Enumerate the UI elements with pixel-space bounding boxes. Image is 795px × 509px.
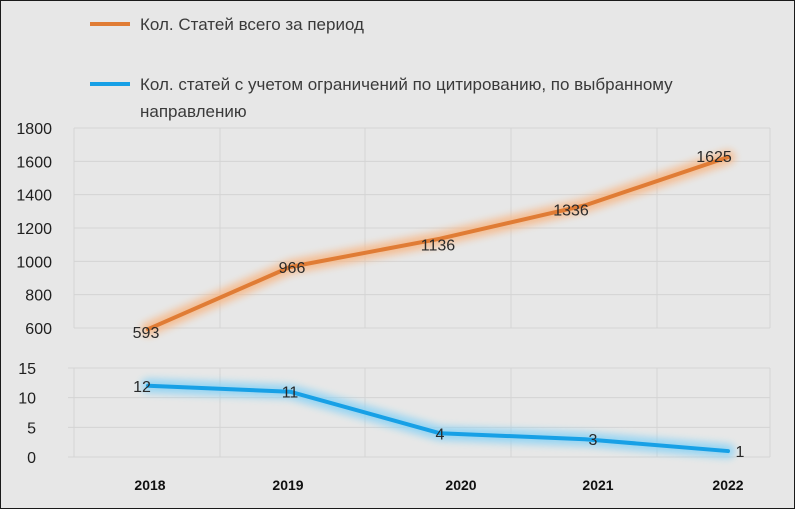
data-label: 1625 xyxy=(696,149,732,166)
legend-label-total-articles: Кол. Статей всего за период xyxy=(140,15,364,34)
upper-panel-gridlines xyxy=(73,127,771,329)
data-point xyxy=(726,449,730,453)
data-point xyxy=(438,431,442,435)
y-tick-label: 1400 xyxy=(16,188,52,205)
data-point xyxy=(726,155,730,159)
data-point xyxy=(288,390,292,394)
y-tick-label: 800 xyxy=(25,288,52,305)
series-total-articles: 593 966 1136 1336 1625 xyxy=(133,149,735,342)
data-point xyxy=(146,327,150,331)
lower-panel-gridlines xyxy=(68,367,771,458)
data-label: 3 xyxy=(589,432,598,449)
data-point xyxy=(438,237,442,241)
data-label: 1 xyxy=(736,444,745,461)
y-tick-label: 15 xyxy=(18,361,36,378)
data-label: 593 xyxy=(133,325,160,342)
x-tick-label: 2020 xyxy=(445,477,476,493)
data-label: 1336 xyxy=(553,202,589,219)
legend: Кол. Статей всего за период Кол. статей … xyxy=(90,15,673,121)
y-tick-label: 1600 xyxy=(16,154,52,171)
data-label: 966 xyxy=(279,260,306,277)
x-axis: 2018 2019 2020 2021 2022 xyxy=(134,477,743,493)
upper-panel-y-axis: 600 800 1000 1200 1400 1600 1800 xyxy=(16,121,52,338)
data-point xyxy=(288,265,292,269)
x-tick-label: 2021 xyxy=(582,477,613,493)
x-tick-label: 2022 xyxy=(712,477,743,493)
data-label: 1136 xyxy=(421,238,456,255)
y-tick-label: 0 xyxy=(27,450,36,467)
series-filtered-articles: 12 11 4 3 1 xyxy=(133,379,744,461)
x-tick-label: 2019 xyxy=(272,477,303,493)
y-tick-label: 600 xyxy=(25,321,52,338)
data-point xyxy=(583,203,587,207)
lower-panel-y-axis: 0 5 10 15 xyxy=(18,361,36,467)
legend-label-filtered-articles-line1: Кол. статей с учетом ограничений по цити… xyxy=(140,75,673,94)
data-label: 11 xyxy=(282,385,299,402)
y-tick-label: 1200 xyxy=(16,221,52,238)
data-label: 12 xyxy=(133,379,151,396)
x-tick-label: 2018 xyxy=(134,477,165,493)
y-tick-label: 10 xyxy=(18,391,36,408)
data-label: 4 xyxy=(436,426,445,443)
y-tick-label: 1800 xyxy=(16,121,52,138)
data-point xyxy=(583,437,587,441)
y-tick-label: 5 xyxy=(27,420,36,437)
y-tick-label: 1000 xyxy=(16,254,52,271)
legend-label-filtered-articles-line2: направлению xyxy=(140,102,247,121)
data-point xyxy=(146,384,150,388)
